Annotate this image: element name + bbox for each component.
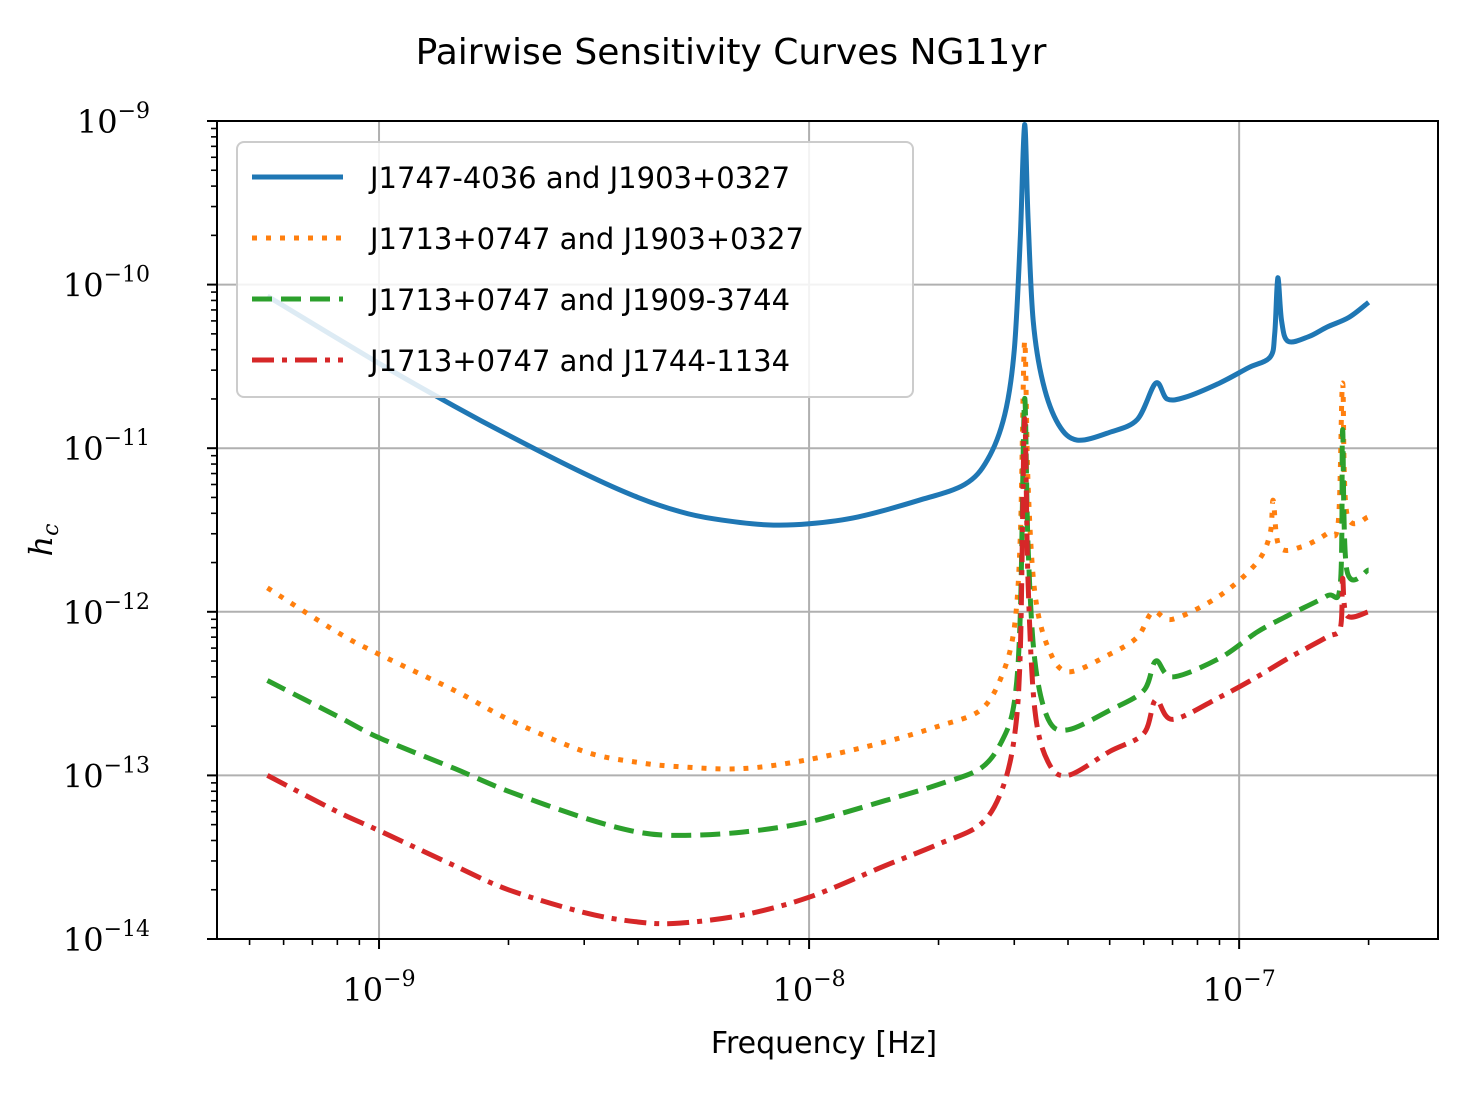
y-axis-label: hc [22, 524, 64, 557]
y-tick-label: 10−14 [63, 917, 150, 959]
legend: J1747-4036 and J1903+0327 J1713+0747 and … [236, 141, 914, 398]
x-tick-label: 10−8 [773, 967, 846, 1009]
series-line-1 [266, 122, 1371, 528]
x-tick-label: 10−9 [342, 967, 415, 1009]
legend-label-4: J1713+0747 and J1744-1134 [368, 344, 790, 378]
chart-title: Pairwise Sensitivity Curves NG11yr [416, 32, 1047, 73]
series-line-2 [266, 338, 1370, 772]
x-tick-label: 10−7 [1203, 967, 1276, 1009]
legend-label-3: J1713+0747 and J1909-3744 [368, 283, 790, 317]
y-tick-label: 10−11 [63, 426, 150, 468]
legend-label-2: J1713+0747 and J1903+0327 [368, 222, 804, 256]
x-axis-label: Frequency [Hz] [711, 1026, 937, 1061]
series-lines [266, 122, 1371, 927]
y-tick-label: 10−13 [63, 753, 150, 795]
y-tick-label: 10−12 [63, 590, 150, 632]
y-tick-label: 10−10 [63, 263, 150, 305]
legend-label-1: J1747-4036 and J1903+0327 [368, 161, 790, 195]
series-line-4 [266, 416, 1370, 927]
legend-box [236, 141, 914, 398]
y-tick-label: 10−9 [77, 99, 150, 141]
plot-frame [216, 120, 1439, 940]
series-line-3 [266, 396, 1370, 838]
